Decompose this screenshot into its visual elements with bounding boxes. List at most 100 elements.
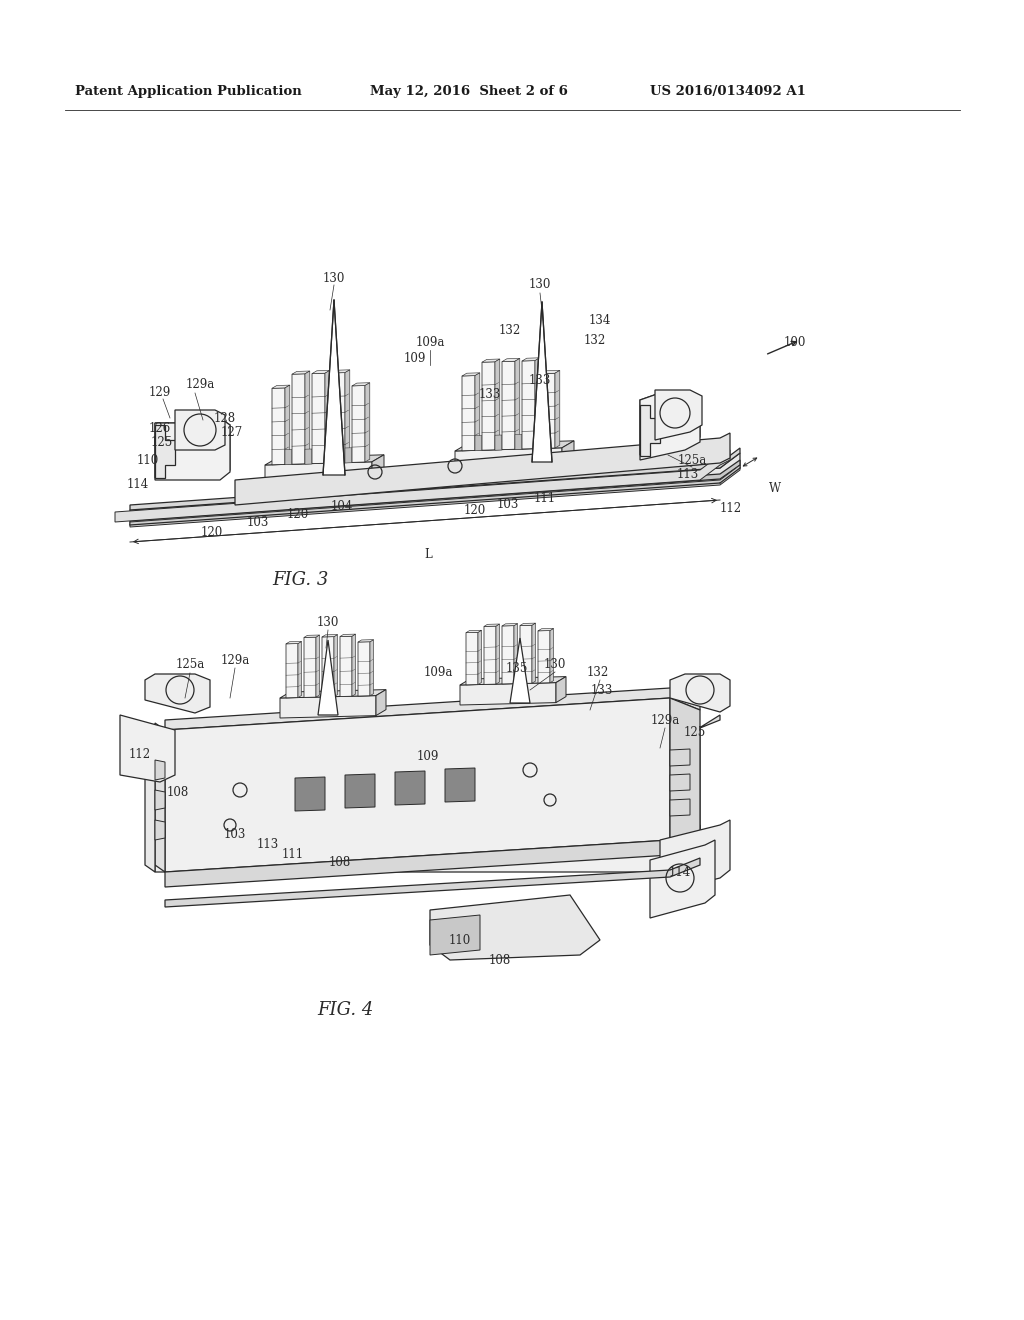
Polygon shape: [502, 362, 515, 450]
Text: W: W: [769, 482, 781, 495]
Polygon shape: [660, 820, 730, 894]
Polygon shape: [370, 640, 374, 696]
Text: 120: 120: [201, 525, 223, 539]
Polygon shape: [352, 383, 370, 385]
Text: 135: 135: [506, 661, 528, 675]
Text: 113: 113: [677, 469, 699, 482]
Text: 132: 132: [584, 334, 606, 346]
Polygon shape: [325, 371, 330, 463]
Polygon shape: [130, 447, 740, 510]
Text: 111: 111: [534, 491, 556, 504]
Text: 114: 114: [669, 866, 691, 879]
Polygon shape: [332, 370, 350, 374]
Polygon shape: [475, 372, 480, 450]
Polygon shape: [515, 359, 520, 449]
Text: 132: 132: [499, 323, 521, 337]
Polygon shape: [502, 626, 514, 684]
Polygon shape: [562, 441, 574, 473]
Text: 109: 109: [417, 750, 439, 763]
Polygon shape: [332, 372, 345, 463]
Text: 112: 112: [129, 748, 152, 762]
Polygon shape: [670, 774, 690, 791]
Text: 108: 108: [488, 953, 511, 966]
Polygon shape: [430, 915, 480, 954]
Text: 113: 113: [257, 838, 280, 851]
Text: FIG. 3: FIG. 3: [271, 572, 328, 589]
Polygon shape: [462, 376, 475, 451]
Text: 120: 120: [287, 508, 309, 521]
Polygon shape: [165, 688, 700, 730]
Polygon shape: [295, 777, 325, 810]
Text: L: L: [424, 549, 432, 561]
Polygon shape: [372, 455, 384, 487]
Polygon shape: [395, 771, 425, 805]
Polygon shape: [670, 675, 730, 711]
Polygon shape: [316, 635, 319, 697]
Text: 120: 120: [464, 503, 486, 516]
Polygon shape: [265, 455, 384, 465]
Text: 108: 108: [329, 855, 351, 869]
Text: 109a: 109a: [423, 665, 453, 678]
Text: 130: 130: [323, 272, 345, 285]
Polygon shape: [120, 715, 175, 781]
Text: Patent Application Publication: Patent Application Publication: [75, 86, 302, 99]
Polygon shape: [155, 760, 165, 780]
Polygon shape: [484, 624, 500, 627]
Polygon shape: [670, 698, 700, 840]
Polygon shape: [535, 358, 540, 449]
Polygon shape: [550, 628, 554, 682]
Text: May 12, 2016  Sheet 2 of 6: May 12, 2016 Sheet 2 of 6: [370, 86, 568, 99]
Text: 130: 130: [544, 657, 566, 671]
Polygon shape: [280, 689, 386, 698]
Text: 127: 127: [221, 425, 243, 438]
Polygon shape: [484, 626, 496, 684]
Polygon shape: [145, 675, 210, 713]
Polygon shape: [455, 447, 562, 477]
Polygon shape: [495, 359, 500, 450]
Polygon shape: [522, 360, 535, 449]
Text: 125a: 125a: [175, 659, 205, 672]
Polygon shape: [376, 689, 386, 715]
Text: 125: 125: [684, 726, 707, 738]
Polygon shape: [455, 441, 574, 451]
Polygon shape: [352, 634, 355, 696]
Polygon shape: [514, 623, 517, 684]
Polygon shape: [466, 632, 478, 685]
Polygon shape: [305, 371, 310, 463]
Text: 111: 111: [282, 849, 304, 862]
Polygon shape: [286, 642, 301, 644]
Polygon shape: [466, 630, 481, 632]
Text: 114: 114: [127, 479, 150, 491]
Polygon shape: [145, 723, 155, 873]
Polygon shape: [640, 393, 700, 459]
Polygon shape: [460, 682, 556, 705]
Polygon shape: [155, 789, 165, 810]
Polygon shape: [502, 623, 517, 626]
Polygon shape: [304, 638, 316, 697]
Polygon shape: [312, 374, 325, 463]
Polygon shape: [538, 631, 550, 682]
Polygon shape: [130, 465, 740, 527]
Text: 109: 109: [403, 351, 426, 364]
Polygon shape: [312, 371, 330, 374]
Polygon shape: [340, 634, 355, 636]
Text: 129: 129: [148, 385, 171, 399]
Polygon shape: [130, 453, 740, 525]
Text: 109a: 109a: [416, 335, 444, 348]
Polygon shape: [334, 635, 338, 697]
Polygon shape: [272, 388, 285, 465]
Text: 129a: 129a: [650, 714, 680, 726]
Text: 133: 133: [528, 374, 551, 387]
Polygon shape: [358, 640, 374, 642]
Polygon shape: [265, 462, 372, 490]
Text: 110: 110: [137, 454, 159, 466]
Polygon shape: [286, 644, 298, 698]
Text: FIG. 4: FIG. 4: [316, 1001, 373, 1019]
Polygon shape: [542, 374, 555, 449]
Polygon shape: [115, 450, 730, 521]
Polygon shape: [130, 459, 740, 521]
Polygon shape: [304, 635, 319, 638]
Polygon shape: [462, 372, 480, 376]
Polygon shape: [475, 436, 482, 451]
Polygon shape: [430, 895, 600, 960]
